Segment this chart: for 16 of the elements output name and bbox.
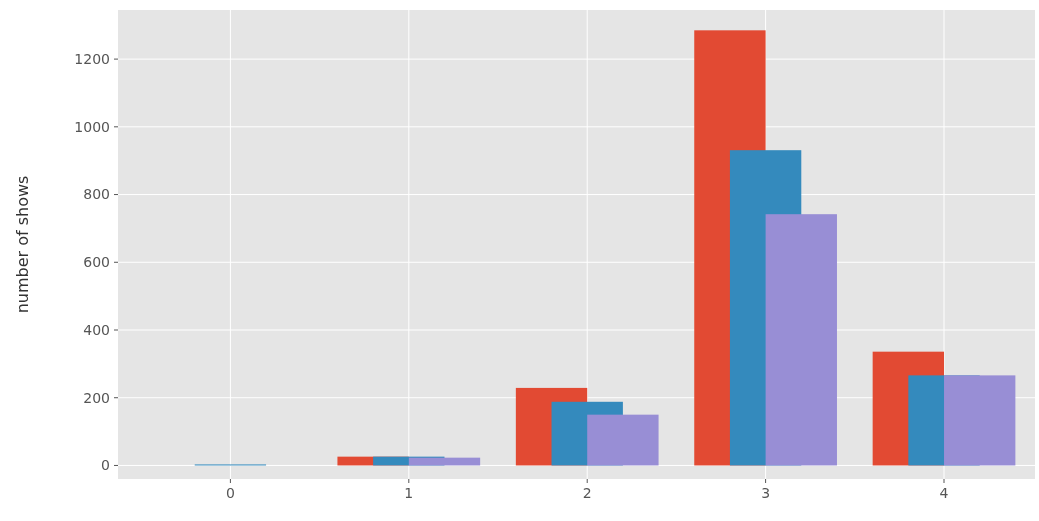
- x-tick-label: 4: [939, 485, 949, 501]
- y-axis-title: number of shows: [13, 175, 32, 314]
- y-tick-label: 1200: [74, 51, 110, 67]
- x-tick-label: 2: [582, 485, 592, 501]
- x-tick-label: 3: [761, 485, 771, 501]
- y-tick-label: 800: [83, 186, 110, 203]
- bar: [587, 414, 659, 466]
- bar: [944, 375, 1016, 466]
- bar: [765, 214, 837, 466]
- y-tick-label: 200: [83, 389, 110, 406]
- y-tick-label: 1000: [74, 118, 110, 135]
- x-tick-label: 0: [225, 485, 235, 501]
- y-tick-label: 0: [101, 457, 110, 474]
- y-tick-label: 600: [83, 254, 110, 271]
- x-tick-label: 1: [404, 485, 414, 501]
- y-tick-label: 400: [83, 321, 110, 338]
